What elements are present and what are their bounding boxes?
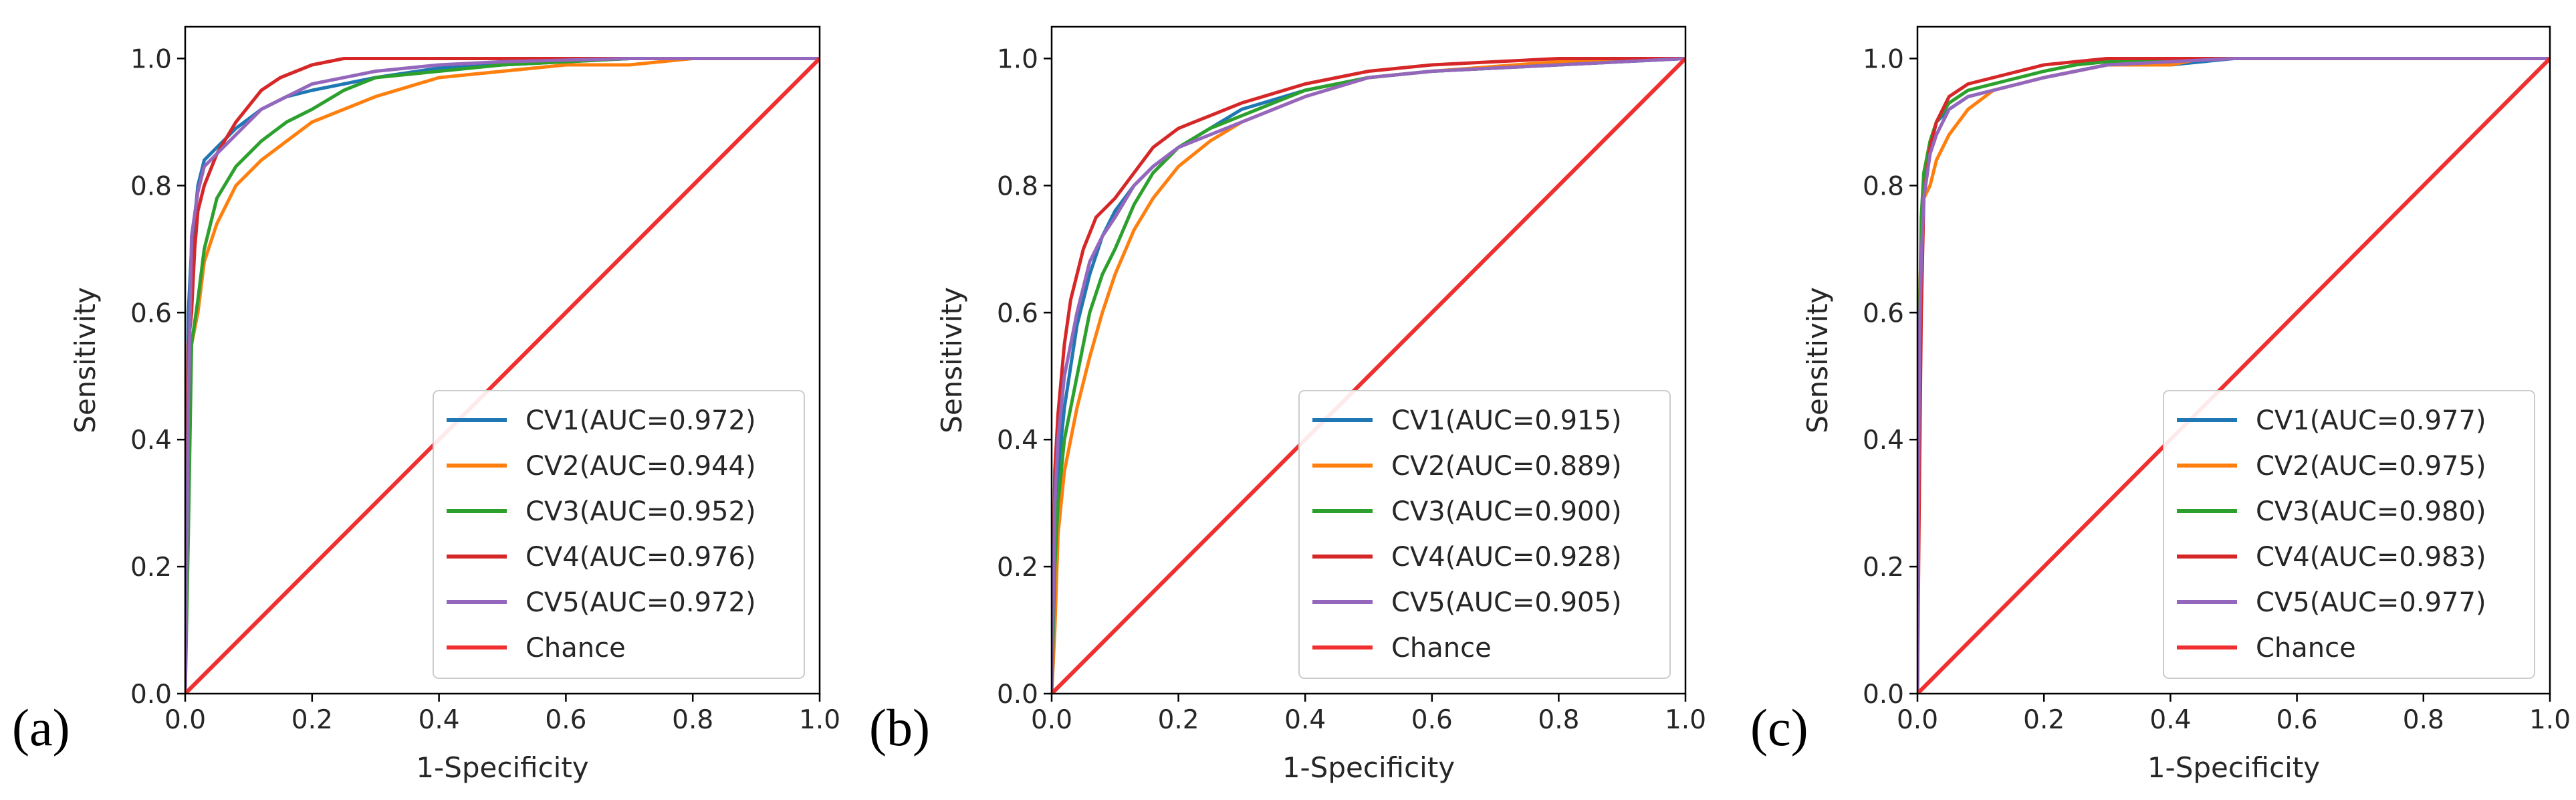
axes-frame	[184, 25, 821, 695]
y-tick-label: 1.0	[997, 44, 1038, 74]
x-tick-label: 0.4	[419, 705, 460, 735]
panel-label: (a)	[12, 698, 70, 757]
y-tick-label: 0.2	[1863, 553, 1904, 583]
series-line-cv5	[1917, 57, 2550, 694]
series-line-cv5	[1052, 57, 1685, 694]
legend: CV1(AUC=0.977) CV2(AUC=0.975) CV3(AUC=0.98…	[2163, 390, 2535, 679]
series-line-chance	[1052, 57, 1685, 694]
x-tick-label: 0.0	[1897, 705, 1938, 735]
x-tick-label: 0.6	[545, 705, 586, 735]
y-tick-label: 0.4	[1863, 425, 1904, 456]
x-tick-label: 0.8	[1538, 705, 1579, 735]
legend-box	[433, 390, 805, 679]
legend-label-cv3: CV3(AUC=0.952)	[525, 496, 756, 527]
y-tick-label: 0.8	[1863, 171, 1904, 201]
series-line-cv4	[185, 57, 820, 694]
y-tick-label: 0.6	[130, 298, 172, 328]
x-tick-label: 0.2	[291, 705, 333, 735]
legend-label-cv1: CV1(AUC=0.972)	[525, 405, 756, 436]
x-axis-label: 1-Specificity	[2147, 751, 2320, 784]
legend-box	[2163, 390, 2535, 679]
y-tick-label: 0.6	[997, 298, 1038, 328]
y-tick-label: 1.0	[130, 44, 172, 74]
axes-frame	[1916, 25, 2551, 695]
y-tick-label: 0.2	[997, 553, 1038, 583]
y-tick-label: 0.4	[130, 425, 172, 456]
y-tick-label: 0.0	[997, 680, 1038, 710]
x-tick-label: 0.6	[1411, 705, 1453, 735]
legend-label-cv2: CV2(AUC=0.975)	[2256, 451, 2486, 482]
x-tick-label: 0.8	[672, 705, 713, 735]
x-tick-label: 0.2	[1158, 705, 1199, 735]
legend-label-chance: Chance	[2256, 633, 2356, 664]
roc-panel-2: 0.0 0.2 0.4 0.6 0.8 1.0 0.0 0.2 0.4 0.6 0.8 1.0 1-Sp…	[869, 25, 1706, 784]
y-tick-label: 0.2	[130, 553, 172, 583]
legend-label-cv5: CV5(AUC=0.972)	[525, 587, 756, 618]
legend: CV1(AUC=0.915) CV2(AUC=0.889) CV3(AUC=0.90…	[1298, 390, 1671, 679]
legend-label-cv4: CV4(AUC=0.983)	[2256, 542, 2486, 573]
series-line-chance	[185, 57, 820, 694]
series-line-cv3	[185, 57, 820, 694]
y-axis-label: Sensitivity	[69, 287, 102, 433]
plot-area	[1052, 57, 1685, 694]
axes-frame	[1050, 25, 1687, 695]
plot-area	[185, 57, 820, 694]
series-line-cv5	[185, 57, 820, 694]
y-tick-label: 0.0	[130, 680, 172, 710]
y-axis-label: Sensitivity	[935, 287, 968, 433]
legend-label-cv1: CV1(AUC=0.915)	[1391, 405, 1622, 436]
x-axis-label: 1-Specificity	[1282, 751, 1455, 784]
y-tick-label: 0.6	[1863, 298, 1904, 328]
x-tick-label: 0.4	[1284, 705, 1326, 735]
legend-label-cv3: CV3(AUC=0.980)	[2256, 496, 2486, 527]
legend-label-chance: Chance	[525, 633, 626, 664]
legend-label-cv2: CV2(AUC=0.889)	[1391, 451, 1622, 482]
legend-label-chance: Chance	[1391, 633, 1492, 664]
legend-label-cv5: CV5(AUC=0.905)	[1391, 587, 1622, 618]
y-tick-label: 0.8	[997, 171, 1038, 201]
roc-panel-3: 0.0 0.2 0.4 0.6 0.8 1.0 0.0 0.2 0.4 0.6 0.8 1.0 1-Sp…	[1750, 25, 2571, 784]
y-tick-label: 0.8	[130, 171, 172, 201]
legend-label-cv1: CV1(AUC=0.977)	[2256, 405, 2486, 436]
legend-label-cv2: CV2(AUC=0.944)	[525, 451, 756, 482]
plot-area	[1917, 57, 2550, 694]
x-tick-label: 0.0	[164, 705, 206, 735]
y-tick-label: 0.0	[1863, 680, 1904, 710]
x-tick-label: 1.0	[1665, 705, 1706, 735]
y-axis-label: Sensitivity	[1801, 287, 1834, 433]
x-tick-label: 0.6	[2276, 705, 2318, 735]
roc-panel-1: 0.0 0.2 0.4 0.6 0.8 1.0 0.0 0.2 0.4 0.6 0.8 1.0 1-Sp…	[12, 25, 840, 784]
x-tick-label: 0.8	[2403, 705, 2444, 735]
series-line-cv4	[1052, 57, 1685, 694]
x-axis-label: 1-Specificity	[416, 751, 588, 784]
legend-label-cv4: CV4(AUC=0.928)	[1391, 542, 1622, 573]
legend: CV1(AUC=0.972) CV2(AUC=0.944) CV3(AUC=0.95…	[433, 390, 805, 679]
panel-label: (b)	[869, 698, 930, 757]
legend-box	[1298, 390, 1671, 679]
y-tick-label: 1.0	[1863, 44, 1904, 74]
series-line-chance	[1917, 57, 2550, 694]
x-tick-label: 0.2	[2023, 705, 2065, 735]
legend-label-cv4: CV4(AUC=0.976)	[525, 542, 756, 573]
x-tick-label: 0.0	[1031, 705, 1072, 735]
x-tick-label: 1.0	[2529, 705, 2571, 735]
y-tick-label: 0.4	[997, 425, 1038, 456]
panel-label: (c)	[1750, 698, 1808, 757]
x-tick-label: 0.4	[2149, 705, 2191, 735]
x-tick-label: 1.0	[799, 705, 840, 735]
legend-label-cv3: CV3(AUC=0.900)	[1391, 496, 1622, 527]
legend-label-cv5: CV5(AUC=0.977)	[2256, 587, 2486, 618]
